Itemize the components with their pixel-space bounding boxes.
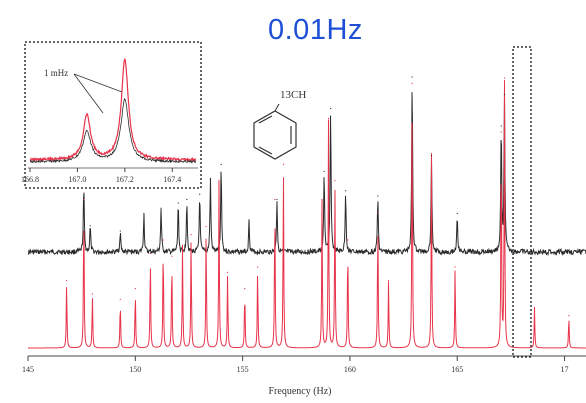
experimental-peak (177, 202, 179, 204)
simulated-peak (226, 271, 229, 273)
simulated-peak (321, 198, 323, 201)
inset-simulated-line (29, 58, 197, 163)
inset-experimental-line (29, 98, 196, 164)
experimental-peak (248, 219, 250, 222)
simulated-peak (119, 298, 121, 300)
zoom-highlight-box (512, 46, 532, 358)
simulated-peak (181, 244, 184, 246)
simulated-peak (274, 198, 276, 201)
x-tick-label: 160 (344, 365, 356, 374)
inset-tick-label: 166.8 (21, 175, 39, 184)
molecule-structure (253, 103, 297, 160)
simulated-peak (91, 293, 93, 295)
experimental-peak (345, 190, 347, 192)
simulated-peak (171, 255, 173, 257)
simulated-peak (83, 198, 85, 201)
experimental-peak (186, 198, 188, 201)
experimental-peak (503, 93, 506, 96)
experimental-peak (276, 198, 278, 201)
inset-pointer-2 (73, 73, 123, 93)
inset-tick-label: 167.2 (116, 175, 134, 184)
experimental-peak (430, 155, 433, 157)
simulated-peak (190, 234, 192, 236)
simulated-peak (568, 315, 570, 317)
simulated-peak (149, 252, 151, 255)
experimental-peak (500, 125, 502, 127)
simulated-peak (218, 180, 220, 182)
simulated-peak (503, 77, 506, 79)
simulated-peak (377, 212, 379, 214)
inset-pointer-1 (73, 73, 104, 114)
inset-tick-label: 167.0 (68, 175, 86, 184)
experimental-peak (209, 177, 212, 180)
simulated-peak (533, 306, 536, 309)
simulated-peak (347, 239, 349, 241)
inset-tick-label: 167.4 (163, 175, 181, 184)
x-axis-ticks: 145 150 155 160 165 17 (22, 356, 569, 374)
inset-x-ticks: 166.8 167.0 167.2 167.4 (21, 168, 181, 184)
x-tick-label: 150 (129, 365, 141, 374)
inset-annotation: 1 mHz (44, 68, 68, 78)
simulated-peak (454, 266, 456, 268)
simulated-peak (387, 279, 390, 282)
simulated-peak (257, 266, 259, 268)
experimental-spectrum-line (27, 92, 586, 257)
simulated-peak (327, 117, 330, 120)
experimental-peak (199, 193, 201, 195)
experimental-peak (119, 230, 121, 232)
x-tick-label: 145 (22, 365, 34, 374)
molecule-label: 13CH (280, 89, 306, 101)
inset-chart: 166.8 167.0 167.2 167.4 1 mHz (21, 41, 202, 189)
simulated-peak (411, 82, 413, 84)
simulated-peak (282, 163, 284, 165)
simulated-peak (244, 288, 246, 290)
simulated-peak (162, 239, 164, 241)
experimental-peak (377, 195, 379, 197)
simulated-peak (430, 153, 433, 155)
simulated-peak (334, 180, 336, 182)
experimental-peak (456, 212, 458, 215)
simulated-peak (134, 288, 136, 290)
peak-marks (66, 76, 570, 317)
simulated-spectrum-line (28, 80, 586, 349)
resolution-title: 0.01Hz (268, 14, 363, 46)
experimental-peak (160, 207, 162, 209)
experimental-peak (89, 225, 91, 227)
simulated-peak (66, 279, 68, 282)
x-tick-label: 155 (237, 365, 249, 374)
inset-border (24, 41, 202, 189)
experimental-peak (323, 170, 325, 173)
experimental-peak (411, 76, 413, 78)
x-tick-label: 165 (451, 365, 463, 374)
simulated-peak (205, 225, 207, 228)
experimental-peak (143, 212, 145, 215)
experimental-peak (330, 107, 332, 110)
experimental-peak (220, 163, 222, 166)
x-axis-label: Frequency (Hz) (268, 386, 331, 397)
x-tick-label: 17 (561, 365, 569, 374)
simulated-peak (500, 131, 502, 133)
